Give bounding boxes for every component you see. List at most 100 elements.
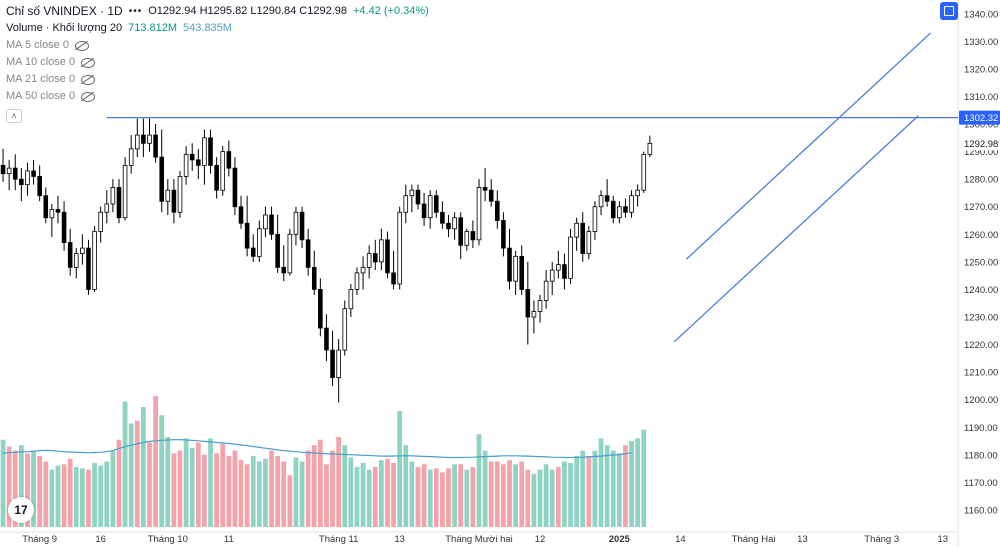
volume-bar xyxy=(427,469,433,527)
candle-body xyxy=(61,211,67,243)
candle-body xyxy=(549,269,555,282)
candle-body xyxy=(574,222,579,238)
candle-body xyxy=(305,239,311,268)
candle-body xyxy=(409,189,415,197)
hidden-eye-icon[interactable] xyxy=(81,74,96,85)
volume-bar xyxy=(226,456,232,527)
candle-body xyxy=(171,189,177,213)
ma10-label[interactable]: MA 10 close 0 xyxy=(6,56,76,68)
tradingview-logo[interactable]: 17 xyxy=(8,497,34,523)
volume-bar xyxy=(165,437,171,527)
volume-bar xyxy=(482,450,488,527)
volume-bar xyxy=(555,467,561,527)
candle-body xyxy=(324,327,329,351)
candle-body xyxy=(250,247,256,257)
price-tick-label: 1300.00 xyxy=(964,120,998,131)
hidden-eye-icon[interactable] xyxy=(81,91,96,102)
time-tick-label: 12 xyxy=(535,534,546,545)
candle-body xyxy=(226,151,232,169)
volume-bar xyxy=(189,447,195,527)
volume-bar xyxy=(397,411,403,527)
candle-body xyxy=(433,195,439,213)
volume-bar xyxy=(25,453,30,527)
candle-body xyxy=(165,189,171,202)
volume-bar xyxy=(232,450,238,527)
collapse-legend-icon[interactable]: ˄ xyxy=(6,109,22,123)
ma50-label[interactable]: MA 50 close 0 xyxy=(6,90,76,102)
hidden-eye-icon[interactable] xyxy=(81,57,96,68)
price-tick-label: 1340.00 xyxy=(964,9,998,20)
price-tag-box xyxy=(959,136,1000,151)
volume-bar xyxy=(86,469,91,527)
more-options-icon[interactable]: ••• xyxy=(128,6,143,17)
volume-bar xyxy=(220,443,226,527)
volume-bar xyxy=(458,464,464,527)
volume-bar xyxy=(12,450,18,527)
candle-body xyxy=(464,231,470,246)
candle-body xyxy=(208,137,213,166)
candle-body xyxy=(55,209,61,213)
candle-body xyxy=(568,236,573,279)
volume-bar xyxy=(452,464,457,527)
volume-bar xyxy=(31,450,36,527)
volume-bar xyxy=(79,468,85,527)
volume-label[interactable]: Volume · Khối lượng 20 xyxy=(6,22,123,34)
hidden-eye-icon[interactable] xyxy=(74,40,89,51)
candle-body xyxy=(385,239,390,274)
volume-bar xyxy=(104,461,110,527)
price-tick-label: 1280.00 xyxy=(964,175,998,186)
volume-bar xyxy=(519,461,525,527)
volume-bar xyxy=(562,461,567,527)
candle-body xyxy=(476,187,482,241)
candle-body xyxy=(531,311,537,318)
candle-body xyxy=(623,206,628,213)
candle-body xyxy=(330,349,335,379)
candle-body xyxy=(269,214,274,235)
price-tag-label: 1302.32 xyxy=(964,113,998,124)
candle-body xyxy=(244,222,250,249)
candle-body xyxy=(12,167,18,180)
symbol-title[interactable]: Chỉ số VNINDEX · 1D xyxy=(6,4,123,18)
price-tick-label: 1290.00 xyxy=(964,147,998,158)
auto-scale-button[interactable] xyxy=(940,2,958,20)
candle-body xyxy=(598,195,604,208)
volume-bar xyxy=(391,462,396,527)
time-tick-label: Tháng 11 xyxy=(319,534,358,545)
candle-body xyxy=(128,148,134,166)
candle-body xyxy=(19,178,24,186)
candle-body xyxy=(135,134,140,150)
candle-body xyxy=(293,211,299,235)
candle-body xyxy=(257,228,262,257)
volume-bar xyxy=(134,420,140,527)
ma21-label[interactable]: MA 21 close 0 xyxy=(6,73,76,85)
volume-bar xyxy=(324,464,329,527)
candle-body xyxy=(86,247,91,290)
volume-bar xyxy=(183,438,189,527)
volume-ma-line xyxy=(3,439,632,459)
candle-body xyxy=(214,164,219,191)
price-tick-label: 1220.00 xyxy=(964,340,998,351)
candle-body xyxy=(159,156,164,202)
volume-bar xyxy=(18,445,24,527)
volume-bar xyxy=(122,401,128,527)
volume-value: 713.812M xyxy=(128,22,178,34)
ma5-label[interactable]: MA 5 close 0 xyxy=(6,39,69,51)
candle-body xyxy=(98,211,103,232)
volume-bar xyxy=(385,458,390,527)
candle-body xyxy=(366,253,372,268)
volume-bar xyxy=(37,456,43,527)
time-tick-label: 13 xyxy=(797,534,808,545)
candle-body xyxy=(342,308,348,351)
volume-bar xyxy=(61,464,67,527)
volume-bar xyxy=(360,462,366,527)
volume-bar xyxy=(311,445,317,527)
time-tick-label: 13 xyxy=(394,534,405,545)
volume-bar xyxy=(348,457,354,527)
volume-bar xyxy=(177,450,183,527)
volume-bar xyxy=(116,439,122,527)
candle-body xyxy=(470,231,476,241)
price-tick-label: 1190.00 xyxy=(964,423,998,434)
candle-body xyxy=(610,200,616,219)
volume-bar xyxy=(202,454,207,527)
